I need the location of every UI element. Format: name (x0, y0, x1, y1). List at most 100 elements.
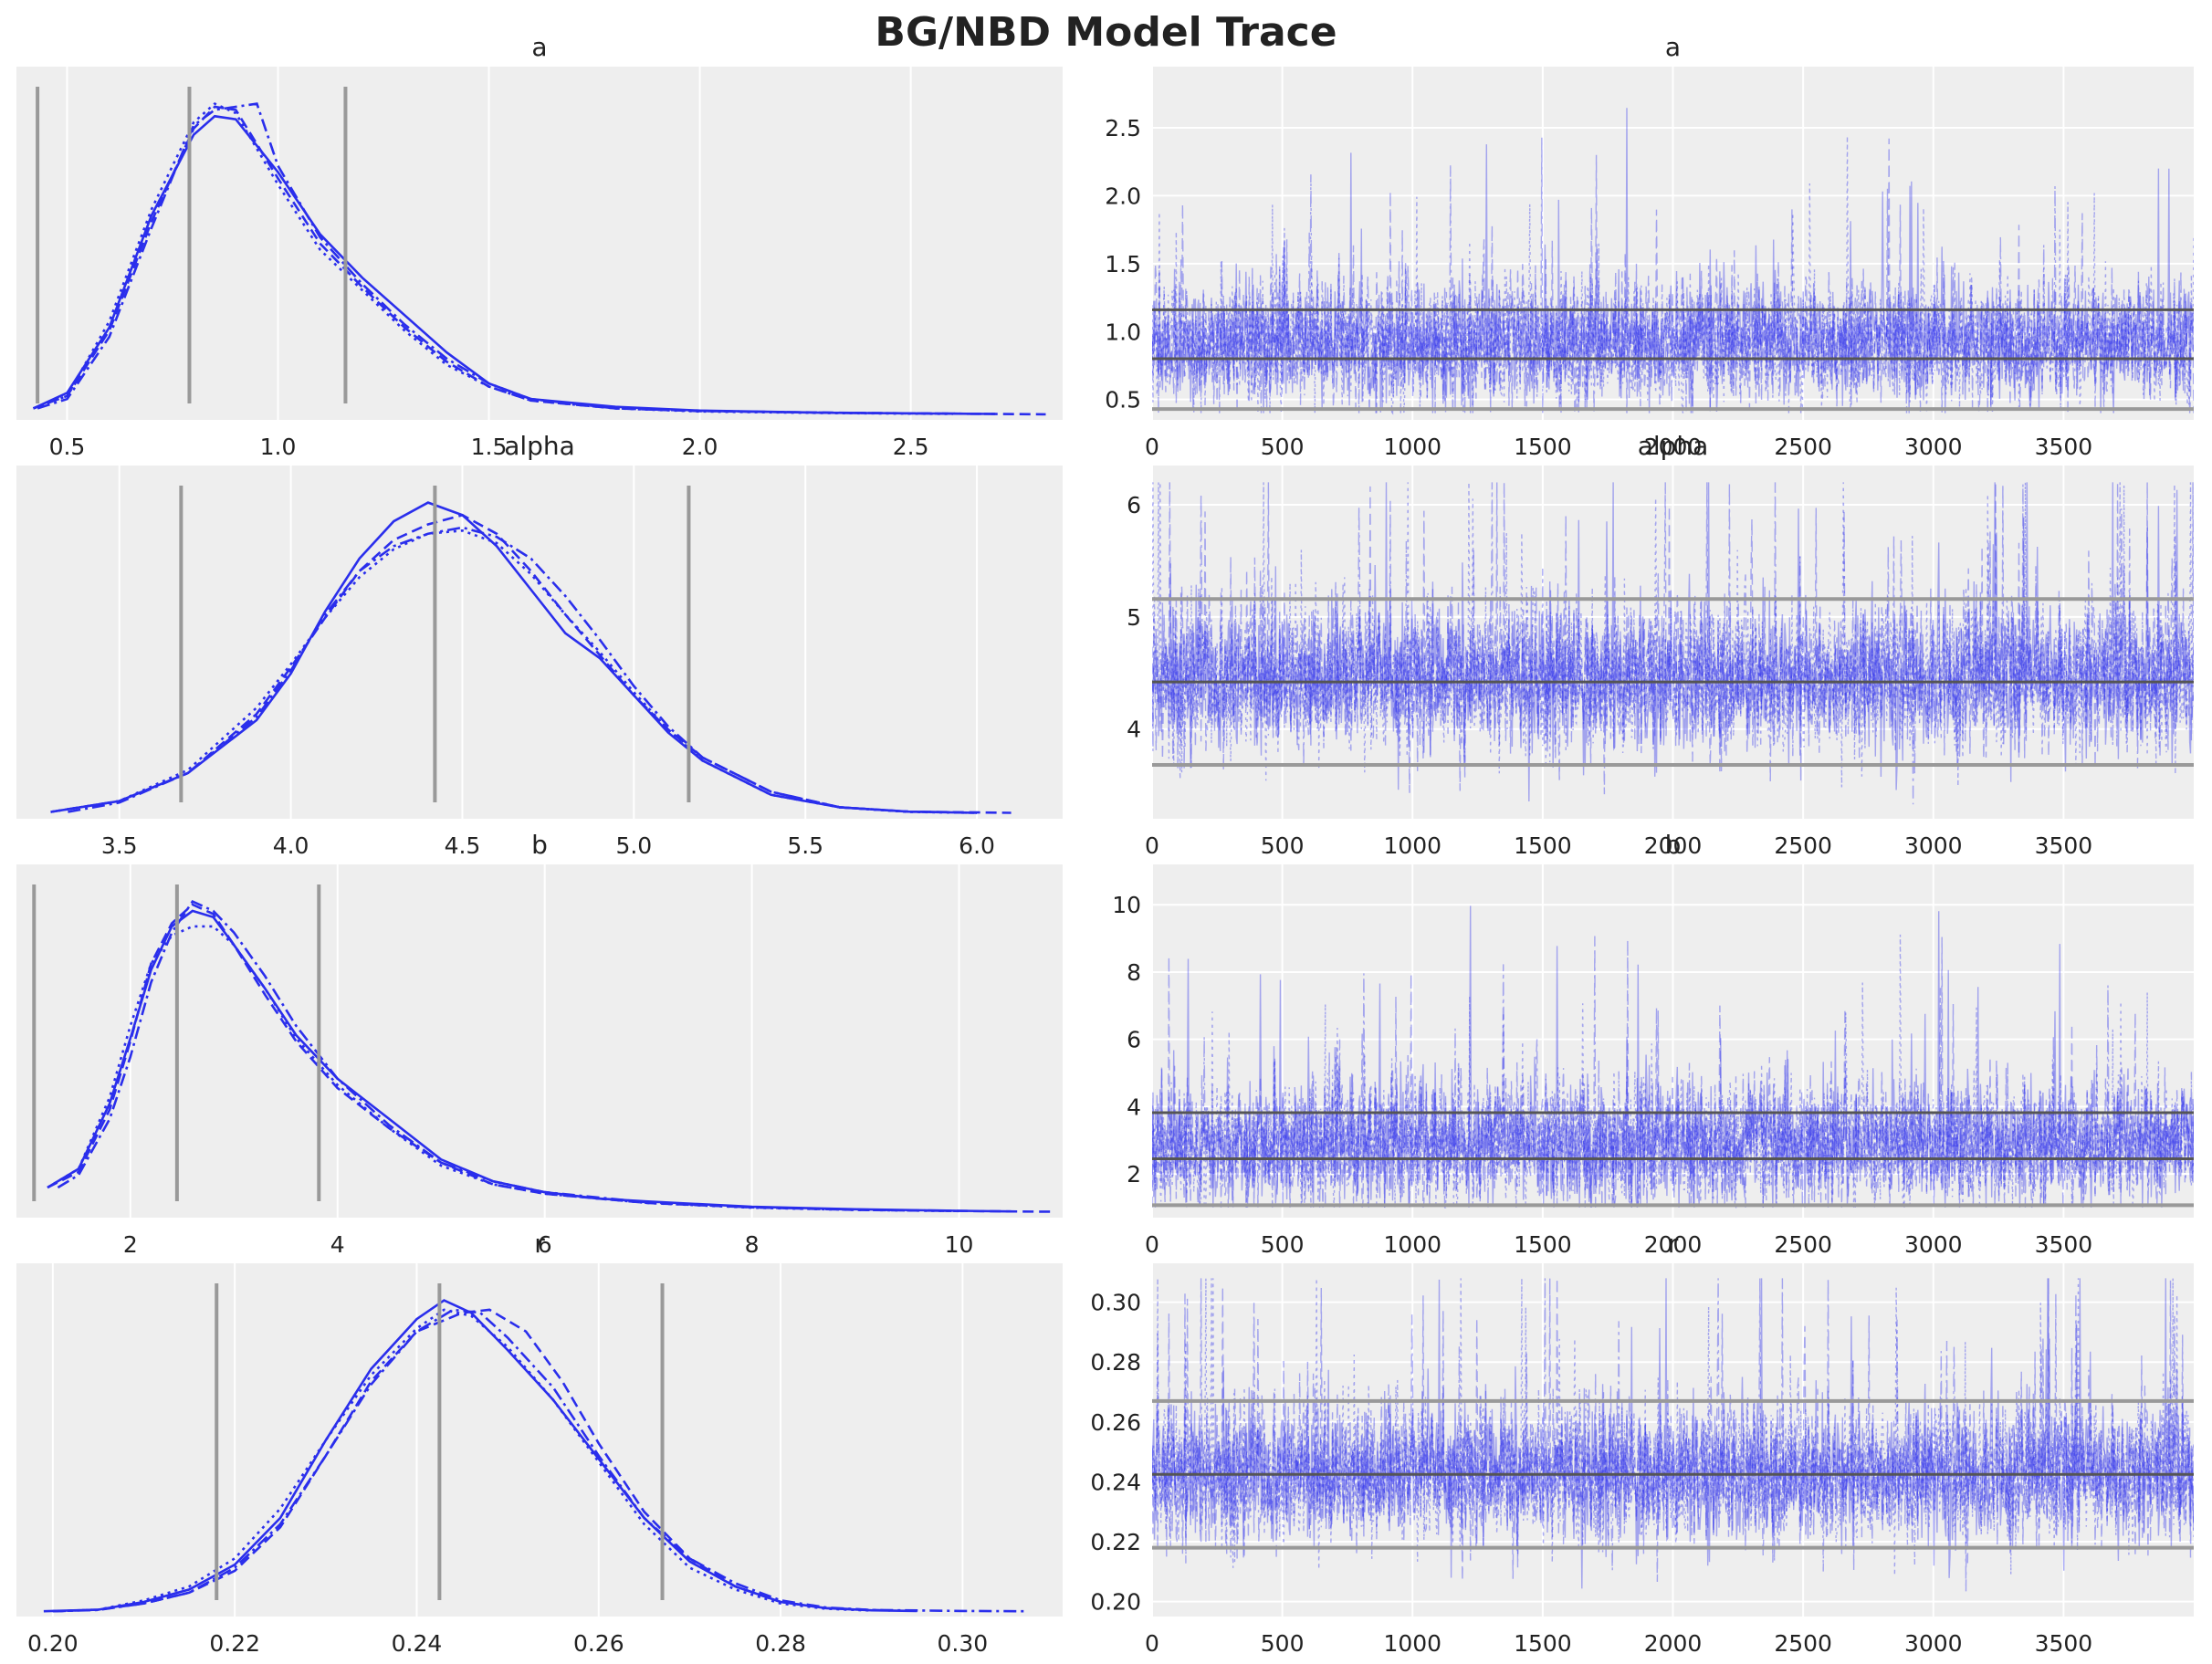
x-tick-label: 6 (538, 1231, 552, 1258)
trace-chain-2 (1152, 482, 2194, 788)
y-tick-label: 0.28 (1090, 1349, 1141, 1376)
panel-title: b (1665, 830, 1682, 860)
y-tick-label: 6 (1127, 1027, 1141, 1053)
panel-b-trace: b 0 500 1000 1500 2000 2500 3000 3500 2 4 6 8 10 (1112, 830, 2194, 1258)
x-tick-label: 1.0 (260, 434, 297, 460)
kde-curve-chain-3 (57, 899, 959, 1213)
figure-title: BG/NBD Model Trace (875, 9, 1337, 56)
kde-curve-chain-3 (37, 102, 996, 415)
trace-chain-3 (1152, 1278, 2194, 1592)
x-tick-label: 0 (1145, 832, 1159, 859)
y-tick-label: 0.26 (1090, 1409, 1141, 1436)
kde-curve-chain-2 (50, 529, 978, 814)
y-tick-label: 2.0 (1105, 183, 1141, 209)
x-tick-label: 0 (1145, 1231, 1159, 1258)
y-tick-label: 0.30 (1090, 1290, 1141, 1316)
x-tick-label: 3000 (1904, 1630, 1963, 1657)
panel-background (16, 67, 1063, 420)
x-tick-label: 1000 (1383, 1231, 1441, 1258)
x-tick-label: 3000 (1904, 1231, 1963, 1258)
panel-b-kde: b 2 4 6 8 10 (16, 830, 1063, 1258)
trace-chain-1 (1152, 482, 2194, 795)
x-tick-label: 0.28 (755, 1630, 806, 1657)
x-tick-label: 1000 (1383, 1630, 1441, 1657)
x-tick-label: 2000 (1644, 1630, 1703, 1657)
x-tick-label: 1000 (1383, 832, 1441, 859)
x-tick-label: 5.5 (787, 832, 823, 859)
panel-a-trace: a 0 500 1000 1500 2000 2500 3000 3500 0.5 1.0 1.5 2.… (1105, 32, 2194, 460)
x-tick-label: 3500 (2035, 1231, 2093, 1258)
x-tick-label: 2000 (1644, 1231, 1703, 1258)
trace-chain-3 (1152, 137, 2194, 415)
y-tick-label: 2 (1127, 1161, 1141, 1188)
x-tick-label: 0.24 (392, 1630, 443, 1657)
trace-chain-0 (1152, 1278, 2194, 1589)
x-tick-label: 1.5 (471, 434, 508, 460)
kde-curve-chain-3 (52, 1308, 1027, 1613)
x-tick-label: 3000 (1904, 832, 1963, 859)
x-tick-label: 500 (1261, 434, 1305, 460)
trace-chain-1 (1152, 1278, 2194, 1583)
x-tick-label: 1000 (1383, 434, 1441, 460)
kde-curve-chain-3 (68, 526, 978, 814)
y-tick-label: 10 (1112, 892, 1141, 918)
x-tick-label: 1500 (1514, 1231, 1572, 1258)
x-tick-label: 3000 (1904, 434, 1963, 460)
x-tick-label: 0.20 (27, 1630, 79, 1657)
x-tick-label: 2500 (1774, 1630, 1832, 1657)
x-tick-label: 6.0 (959, 832, 995, 859)
x-tick-label: 8 (745, 1231, 760, 1258)
kde-curve-chain-2 (47, 925, 959, 1213)
x-tick-label: 2500 (1774, 434, 1832, 460)
trace-chain-1 (1152, 138, 2194, 414)
x-tick-label: 2.5 (893, 434, 929, 460)
kde-curve-chain-2 (52, 1308, 872, 1613)
x-tick-label: 2500 (1774, 1231, 1832, 1258)
x-tick-label: 4.5 (445, 832, 481, 859)
trace-chain-2 (1152, 136, 2194, 413)
y-tick-label: 8 (1127, 959, 1141, 986)
x-tick-label: 3.5 (101, 832, 138, 859)
panel-r-kde: r 0.20 0.22 0.24 0.26 0.28 0.30 (16, 1229, 1063, 1657)
x-tick-label: 4 (330, 1231, 345, 1258)
x-tick-label: 3500 (2035, 1630, 2093, 1657)
x-tick-label: 2 (123, 1231, 138, 1258)
y-tick-label: 0.24 (1090, 1469, 1141, 1495)
panel-a-kde: a 0.5 1.0 1.5 2.0 2.5 (16, 32, 1063, 460)
trace-chain-2 (1152, 934, 2194, 1209)
y-tick-label: 5 (1127, 604, 1141, 631)
y-tick-label: 1.0 (1105, 319, 1141, 345)
x-tick-label: 0.5 (49, 434, 86, 460)
panel-title: alpha (1638, 431, 1709, 461)
trace-chain-2 (1152, 1278, 2194, 1576)
y-tick-label: 0.20 (1090, 1589, 1141, 1616)
panel-title: a (531, 32, 547, 62)
trace-chain-3 (1152, 936, 2194, 1209)
y-tick-label: 2.5 (1105, 115, 1141, 141)
x-tick-label: 1500 (1514, 434, 1572, 460)
x-tick-label: 4.0 (273, 832, 309, 859)
x-tick-label: 2000 (1644, 434, 1703, 460)
panel-title: b (531, 830, 548, 860)
panel-alpha-kde: alpha 3.5 4.0 4.5 5.0 5.5 6.0 (16, 431, 1063, 859)
panel-title: r (534, 1229, 545, 1259)
panel-r-trace: r 0 500 1000 1500 2000 2500 3000 3500 0.20 0.22 0.2… (1090, 1229, 2194, 1657)
panel-background (16, 466, 1063, 819)
kde-curve-chain-2 (33, 102, 953, 415)
x-tick-label: 2500 (1774, 832, 1832, 859)
trace-chain-3 (1152, 482, 2194, 805)
x-tick-label: 3500 (2035, 832, 2093, 859)
x-tick-label: 10 (945, 1231, 974, 1258)
x-tick-label: 0.30 (938, 1630, 989, 1657)
panel-alpha-trace: alpha 0 500 1000 1500 2000 2500 3000 3500 4 5 6 (1127, 431, 2194, 859)
y-tick-label: 4 (1127, 717, 1141, 743)
x-tick-label: 2000 (1644, 832, 1703, 859)
panel-title: alpha (504, 431, 575, 461)
x-tick-label: 0 (1145, 1630, 1159, 1657)
x-tick-label: 0 (1145, 434, 1159, 460)
x-tick-label: 500 (1261, 1231, 1305, 1258)
x-tick-label: 3500 (2035, 434, 2093, 460)
y-tick-label: 4 (1127, 1094, 1141, 1120)
panel-title: r (1668, 1229, 1679, 1259)
